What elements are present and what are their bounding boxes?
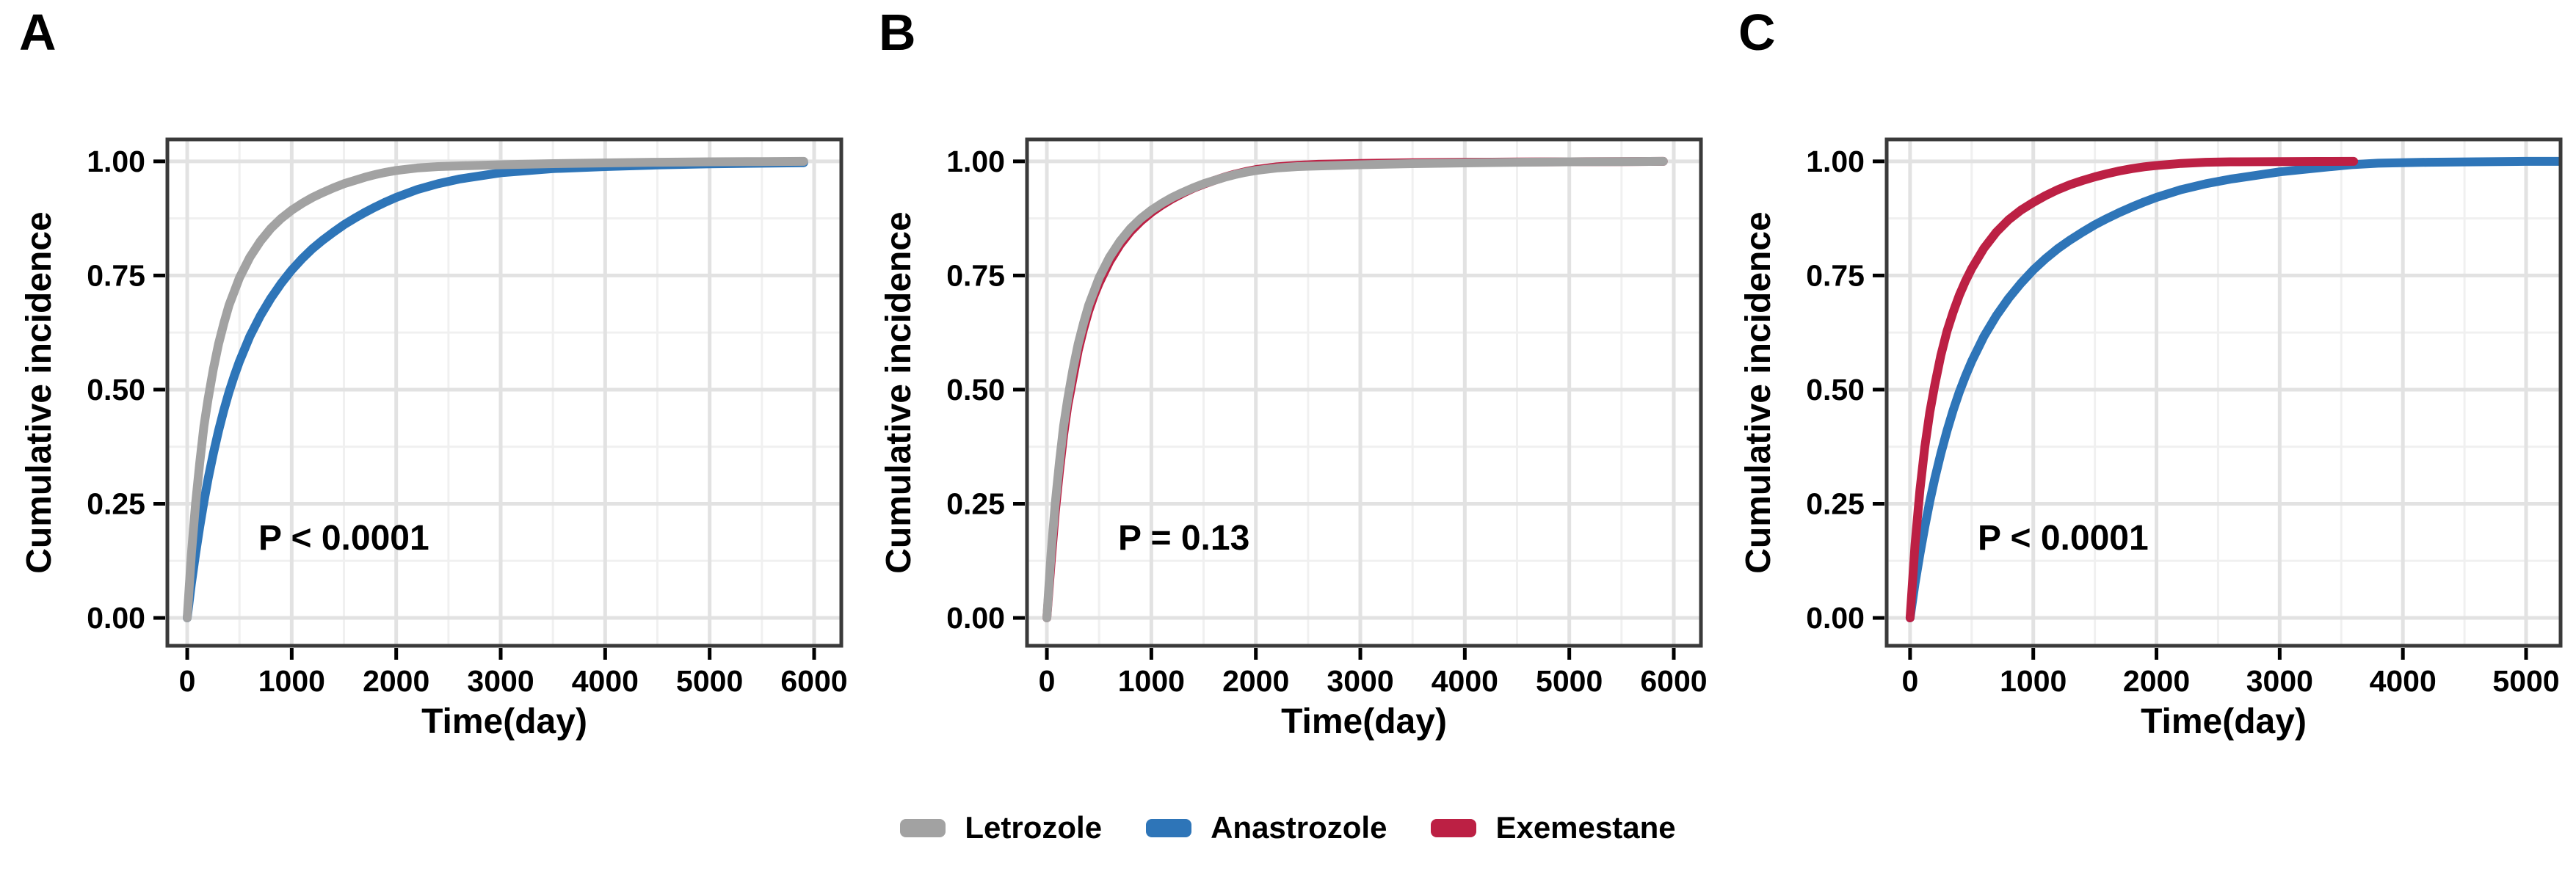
panel-b-letter: B <box>879 4 917 61</box>
x-tick-label: 2000 <box>2123 664 2190 698</box>
y-tick-label: 0.00 <box>946 601 1005 635</box>
panel-a-chart: 0 1000 2000 3000 4000 5000 6000 0.00 0.25 0.50 0.7… <box>87 137 848 698</box>
legend-item-anastrozole: Anastrozole <box>1146 810 1387 845</box>
x-tick-label: 3000 <box>1327 664 1393 698</box>
y-tick-label: 0.00 <box>1806 601 1865 635</box>
p-value-annotation: P = 0.13 <box>1118 519 1250 558</box>
x-tick-label: 0 <box>1901 664 1918 698</box>
y-tick-label: 0.50 <box>946 373 1005 407</box>
curve-exemestane <box>1905 156 2359 622</box>
x-tick-label: 3000 <box>467 664 534 698</box>
panel-a-letter: A <box>19 4 57 61</box>
panel-b: B Cumulative incidence 0 1000 2000 3000 4000… <box>860 0 1716 778</box>
legend-swatch-anastrozole <box>1146 818 1192 837</box>
y-tick-label: 0.50 <box>1806 373 1865 407</box>
gridlines <box>167 139 841 646</box>
panel-c-letter: C <box>1738 4 1777 61</box>
y-tick-label: 0.75 <box>87 258 145 292</box>
legend-item-letrozole: Letrozole <box>900 810 1102 845</box>
y-tick-label: 0.25 <box>87 487 145 521</box>
legend-label: Anastrozole <box>1211 810 1387 845</box>
x-tick-label: 2000 <box>363 664 429 698</box>
x-tick-label: 4000 <box>2370 664 2437 698</box>
panel-b-chart: 0 1000 2000 3000 4000 5000 6000 0.00 0.25 0.50 0.7… <box>946 137 1708 698</box>
y-tick-label: 0.75 <box>1806 258 1865 292</box>
curves <box>1042 156 1668 622</box>
x-tick-label: 1000 <box>1118 664 1185 698</box>
panel-c: C Cumulative incidence 0 1000 2000 3000 4000… <box>1719 0 2576 778</box>
y-tick-label: 1.00 <box>87 145 145 178</box>
legend: Letrozole Anastrozole Exemestane <box>0 806 2576 850</box>
x-tick-label: 5000 <box>1536 664 1603 698</box>
y-tick-label: 1.00 <box>946 145 1005 178</box>
y-tick-label: 0.75 <box>946 258 1005 292</box>
curves <box>183 156 808 622</box>
x-axis-title: Time(day) <box>421 702 587 741</box>
curves <box>1905 156 2561 622</box>
plot-border <box>1025 137 1703 648</box>
x-tick-label: 2000 <box>1222 664 1289 698</box>
x-tick-label: 1000 <box>2000 664 2067 698</box>
y-tick-label: 0.25 <box>1806 487 1865 521</box>
plot-border <box>165 137 843 648</box>
p-value-annotation: P < 0.0001 <box>258 519 429 558</box>
axis-ticks: 0 1000 2000 3000 4000 5000 0.00 0.25 0.50 0.75 1.0… <box>1806 145 2559 698</box>
x-tick-label: 5000 <box>2492 664 2559 698</box>
x-tick-label: 3000 <box>2246 664 2313 698</box>
x-tick-label: 4000 <box>1432 664 1498 698</box>
axis-ticks: 0 1000 2000 3000 4000 5000 6000 0.00 0.25 0.50 0.7… <box>87 145 847 698</box>
legend-label: Letrozole <box>965 810 1103 845</box>
legend-swatch-letrozole <box>900 818 946 837</box>
y-tick-label: 0.00 <box>87 601 145 635</box>
gridlines <box>1887 139 2561 646</box>
x-tick-label: 0 <box>1039 664 1056 698</box>
x-tick-label: 4000 <box>572 664 639 698</box>
curve-letrozole <box>183 156 808 622</box>
x-axis-title: Time(day) <box>2141 702 2307 741</box>
y-tick-label: 1.00 <box>1806 145 1865 178</box>
curve-anastrozole <box>1905 156 2561 622</box>
p-value-annotation: P < 0.0001 <box>1978 519 2149 558</box>
y-tick-label: 0.50 <box>87 373 145 407</box>
panel-c-chart: 0 1000 2000 3000 4000 5000 0.00 0.25 0.50 0.75 1.0… <box>1806 137 2563 698</box>
curve-letrozole <box>1042 156 1668 622</box>
x-tick-label: 1000 <box>258 664 325 698</box>
x-tick-label: 5000 <box>676 664 743 698</box>
panel-a: A Cumulative incidence 0 1000 2000 3000 4000… <box>0 0 857 778</box>
x-tick-label: 0 <box>179 664 196 698</box>
legend-swatch-exemestane <box>1431 818 1477 837</box>
y-tick-label: 0.25 <box>946 487 1005 521</box>
curve-anastrozole <box>183 158 808 622</box>
legend-label: Exemestane <box>1495 810 1676 845</box>
x-axis-title: Time(day) <box>1281 702 1447 741</box>
x-tick-label: 6000 <box>1640 664 1707 698</box>
gridlines <box>1027 139 1701 646</box>
plot-border <box>1884 137 2563 648</box>
axis-ticks: 0 1000 2000 3000 4000 5000 6000 0.00 0.25 0.50 0.7… <box>946 145 1707 698</box>
x-tick-label: 6000 <box>780 664 847 698</box>
legend-item-exemestane: Exemestane <box>1431 810 1676 845</box>
